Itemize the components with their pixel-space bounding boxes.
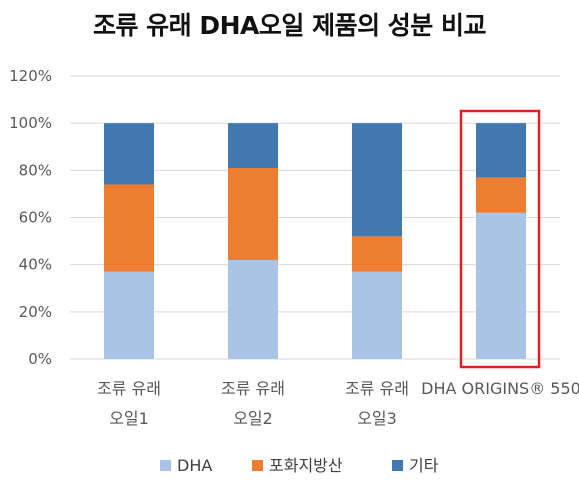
legend-label: 기타 (409, 456, 439, 475)
y-tick-label: 0% (28, 350, 52, 368)
bar-segment (352, 123, 402, 237)
bar-segment (476, 177, 526, 213)
y-tick-label: 80% (19, 161, 52, 179)
x-tick-label: 조류 유래 (97, 379, 161, 398)
chart-title: 조류 유래 DHA오일 제품의 성분 비교 (92, 11, 487, 40)
legend-swatch (252, 460, 263, 471)
x-tick-label: 오일2 (233, 409, 273, 428)
y-tick-label: 20% (19, 303, 52, 321)
y-tick-label: 100% (9, 114, 52, 132)
bar-segment (228, 123, 278, 168)
legend-swatch (160, 460, 171, 471)
bar-segment (352, 271, 402, 359)
bar-segment (228, 259, 278, 359)
x-tick-label: 오일3 (357, 409, 397, 428)
legend-swatch (392, 460, 403, 471)
bar-segment (104, 184, 154, 272)
bar-segment (228, 167, 278, 260)
x-tick-label: 오일1 (109, 409, 149, 428)
legend-item: DHA (160, 456, 212, 475)
x-tick-label: 조류 유래 (345, 379, 409, 398)
y-axis: 0% 20% 40% 60% 80% 100% 120% (9, 67, 52, 368)
legend-label: DHA (177, 456, 212, 475)
bar-segment (352, 236, 402, 272)
bar-segment (476, 123, 526, 178)
x-tick-label: DHA ORIGINS® 550 (421, 379, 579, 398)
highlight-box (459, 109, 541, 369)
y-tick-label: 120% (9, 67, 52, 85)
bars (104, 109, 541, 369)
x-tick-label: 조류 유래 (221, 379, 285, 398)
legend-item: 포화지방산 (252, 456, 343, 475)
bar-segment (104, 123, 154, 185)
legend: DHA 포화지방산 기타 (160, 456, 439, 475)
legend-label: 포화지방산 (269, 456, 343, 475)
bar-segment (104, 271, 154, 359)
y-tick-label: 40% (19, 256, 52, 274)
bar-segment (476, 212, 526, 359)
y-tick-label: 60% (19, 209, 52, 227)
legend-item: 기타 (392, 456, 439, 475)
